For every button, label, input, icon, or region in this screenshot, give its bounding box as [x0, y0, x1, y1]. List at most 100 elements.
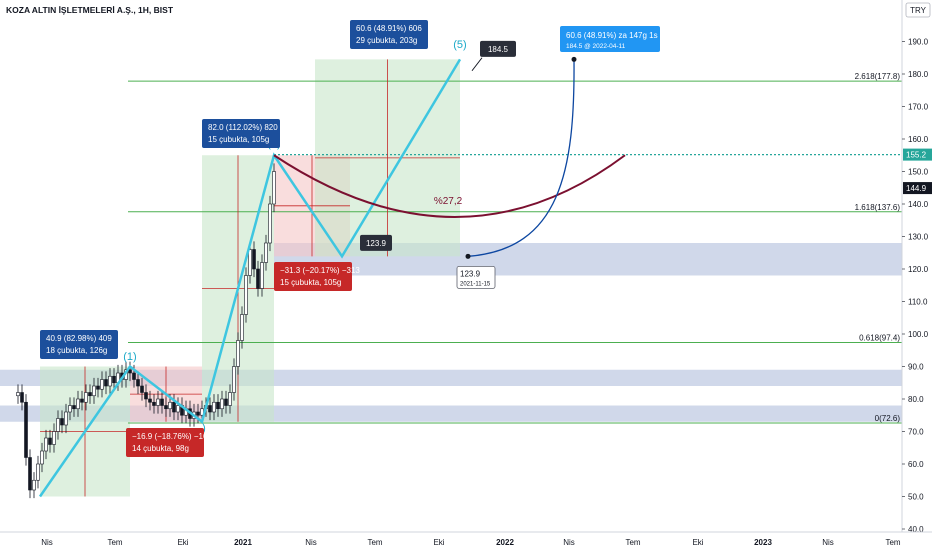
price-tick-label: 190.0: [908, 38, 929, 47]
candle-body: [108, 375, 112, 387]
wave-label: (1): [123, 351, 136, 363]
candle-body: [256, 268, 260, 289]
target-pointer: [471, 57, 483, 72]
time-tick-label: Tem: [625, 538, 640, 547]
candle-body: [248, 249, 252, 276]
candle-body: [28, 457, 32, 491]
candle-body: [96, 385, 100, 390]
measure-label-line1: −16.9 (−18.76%) −169: [132, 432, 212, 441]
arc-percent-label: %27,2: [434, 196, 463, 207]
time-tick-label: Nis: [41, 538, 53, 547]
candle-body: [48, 437, 52, 445]
measure-label-line1: −31.3 (−20.17%) −313: [280, 266, 360, 275]
measure-label-box: [350, 20, 428, 49]
candle-body: [152, 401, 156, 406]
time-tick-label: 2023: [754, 538, 772, 547]
arc-forecast-curve: [273, 154, 626, 218]
candle-body: [128, 369, 132, 374]
price-tick-label: 90.0: [908, 363, 924, 372]
time-tick-label: 2022: [496, 538, 514, 547]
candle-body: [136, 379, 140, 387]
fib-level-label: 1.618(137.6): [855, 203, 901, 212]
candle-body: [224, 398, 228, 406]
time-tick-label: Nis: [305, 538, 317, 547]
candle-body: [264, 242, 268, 263]
candle-body: [144, 392, 148, 400]
measure-label-line2: 18 çubukta, 126g: [46, 346, 107, 355]
candle-body: [196, 411, 200, 416]
anchor-callout-value: 123.9: [460, 269, 481, 278]
price-tick-label: 100.0: [908, 330, 929, 339]
price-tick-label: 110.0: [908, 298, 928, 307]
candle-body: [52, 431, 56, 445]
fib-level-label: 2.618(177.8): [855, 72, 901, 81]
candle-body: [220, 398, 224, 410]
time-tick-label: Eki: [177, 538, 188, 547]
time-tick-label: Tem: [107, 538, 122, 547]
candle-body: [172, 401, 176, 413]
fib-level-label: 0.618(97.4): [859, 333, 900, 342]
candle-body: [80, 398, 84, 403]
candle-body: [20, 392, 24, 403]
candle-body: [64, 411, 68, 426]
measure-label-line2: 15 çubukta, 105g: [280, 278, 341, 287]
candle-body: [68, 405, 72, 413]
price-tick-label: 130.0: [908, 233, 929, 242]
measure-label-box: [126, 428, 204, 457]
time-tick-label: Nis: [563, 538, 575, 547]
wave-label: (5): [453, 39, 466, 51]
candle-body: [212, 401, 216, 413]
time-tick-label: Tem: [885, 538, 900, 547]
candle-body: [104, 379, 108, 387]
candle-body: [268, 203, 272, 244]
price-tick-label: 150.0: [908, 168, 929, 177]
projection-callout-box: [560, 26, 660, 52]
measure-label-box: [202, 119, 280, 148]
low-callout-box: [360, 234, 392, 251]
projection-callout-line2: 184.5 @ 2022-04-11: [566, 43, 626, 50]
anchor-callout-date: 2021-11-15: [460, 281, 491, 287]
candle-body: [236, 340, 240, 367]
candle-body: [36, 463, 40, 481]
measure-label-line1: 60.6 (48.91%) 606: [356, 24, 422, 33]
candle-body: [92, 385, 96, 397]
candle-body: [176, 405, 180, 413]
candle-body: [132, 372, 136, 380]
candle-body: [112, 375, 116, 384]
candle-body: [148, 398, 152, 403]
price-tick-label: 180.0: [908, 70, 929, 79]
price-tick-label: 80.0: [908, 395, 924, 404]
measure-label-line1: 82.0 (112.02%) 820: [208, 123, 278, 132]
currency-label: TRY: [910, 6, 927, 15]
candle-body: [168, 401, 172, 410]
last-price-badge: [903, 182, 932, 195]
candle-body: [100, 379, 104, 390]
measure-label-box: [40, 330, 118, 359]
price-tick-label: 60.0: [908, 460, 924, 469]
candle-body: [232, 366, 236, 393]
elliott-wave-line: [38, 58, 462, 498]
time-tick-label: 2021: [234, 538, 252, 547]
projection-curve: [467, 59, 575, 257]
low-callout-value: 123.9: [366, 239, 387, 248]
price-tick-label: 40.0: [908, 525, 924, 534]
last-price-value: 144.9: [906, 184, 927, 193]
candle-body: [160, 398, 164, 406]
projection-callout-line1: 60.6 (48.91%) za 147g 1s: [566, 31, 658, 40]
level-price-value: 155.2: [906, 151, 927, 160]
projection-target-dot: [571, 56, 577, 62]
candle-body: [156, 398, 160, 406]
candle-body: [16, 392, 20, 397]
candle-body: [84, 392, 88, 403]
candle-body: [164, 405, 168, 410]
candle-body: [272, 171, 276, 205]
measure-label-line2: 15 çubukta, 105g: [208, 135, 269, 144]
price-tick-label: 70.0: [908, 428, 924, 437]
candle-body: [216, 401, 220, 410]
candle-body: [228, 392, 232, 406]
candle-body: [260, 262, 264, 289]
candle-body: [24, 401, 28, 458]
price-tick-label: 120.0: [908, 265, 929, 274]
candle-body: [72, 405, 76, 410]
